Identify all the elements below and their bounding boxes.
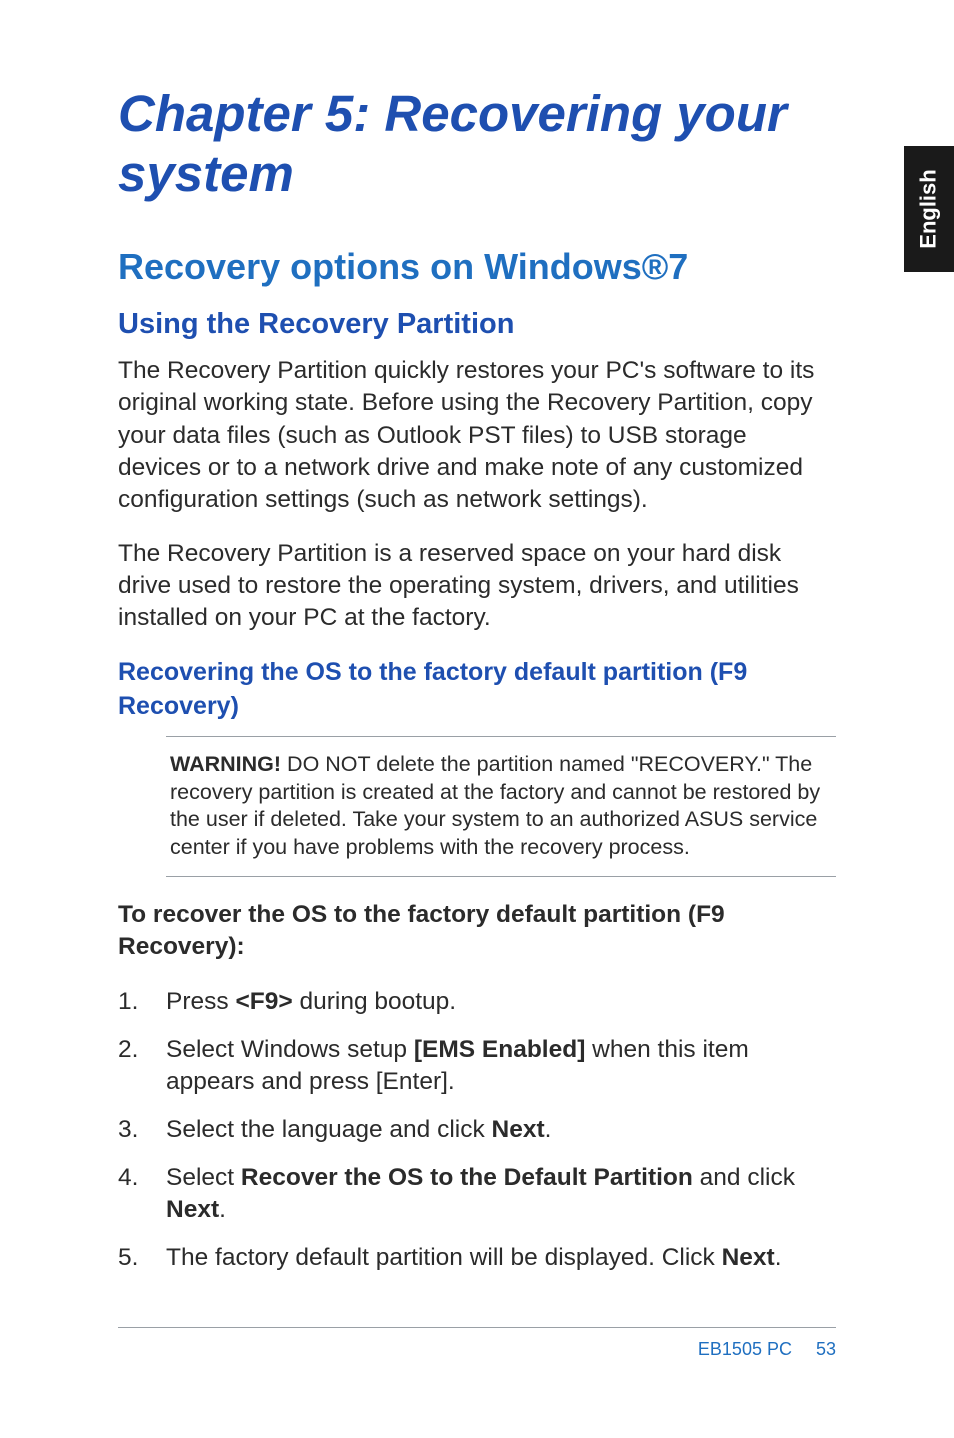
lead-text: To recover the OS to the factory default… (118, 899, 836, 963)
warning-text: WARNING! DO NOT delete the partition nam… (170, 751, 832, 863)
step-4-key-d: Next (166, 1196, 219, 1223)
step-2-key: [EMS Enabled] (414, 1036, 586, 1063)
heading-2: Using the Recovery Partition (118, 308, 836, 341)
chapter-title: Chapter 5: Recovering your system (118, 84, 836, 204)
step-4-key-b: Recover the OS to the Default Partition (241, 1164, 693, 1191)
step-3-text-c: . (545, 1116, 552, 1143)
step-4: Select Recover the OS to the Default Par… (118, 1162, 836, 1226)
heading-3: Recovering the OS to the factory default… (118, 656, 836, 724)
step-5-text-a: The factory default partition will be di… (166, 1244, 722, 1271)
step-2: Select Windows setup [EMS Enabled] when … (118, 1034, 836, 1098)
step-4-text-c: and click (693, 1164, 795, 1191)
steps-list: Press <F9> during bootup. Select Windows… (118, 986, 836, 1275)
step-1-text-c: during bootup. (293, 988, 456, 1015)
paragraph-1: The Recovery Partition quickly restores … (118, 355, 836, 515)
step-1-text-a: Press (166, 988, 235, 1015)
heading-1: Recovery options on Windows®7 (118, 246, 836, 288)
step-4-text-a: Select (166, 1164, 241, 1191)
step-1-key: <F9> (235, 988, 292, 1015)
language-tab-label: English (916, 169, 942, 248)
step-1: Press <F9> during bootup. (118, 986, 836, 1018)
footer-rule (118, 1327, 836, 1328)
step-5: The factory default partition will be di… (118, 1242, 836, 1274)
step-3-text-a: Select the language and click (166, 1116, 492, 1143)
step-3-key: Next (492, 1116, 545, 1143)
warning-label: WARNING! (170, 752, 281, 776)
footer-label: EB1505 PC (698, 1339, 792, 1359)
step-5-text-c: . (775, 1244, 782, 1271)
step-4-text-e: . (219, 1196, 226, 1223)
step-2-text-a: Select Windows setup (166, 1036, 414, 1063)
paragraph-2: The Recovery Partition is a reserved spa… (118, 538, 836, 634)
step-3: Select the language and click Next. (118, 1114, 836, 1146)
step-5-key: Next (722, 1244, 775, 1271)
page-footer: EB1505 PC 53 (698, 1339, 836, 1360)
page-content: Chapter 5: Recovering your system Recove… (0, 0, 954, 1274)
warning-box: WARNING! DO NOT delete the partition nam… (166, 736, 836, 878)
footer-page-number: 53 (816, 1339, 836, 1359)
language-tab: English (904, 146, 954, 272)
